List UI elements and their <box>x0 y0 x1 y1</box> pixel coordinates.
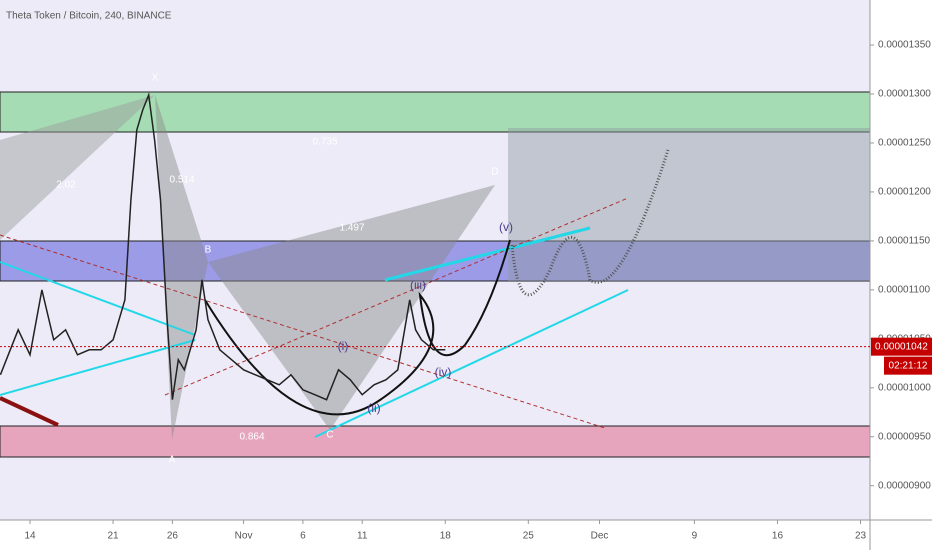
x-tick-label: 25 <box>523 531 535 542</box>
annotation: (iii) <box>410 278 426 292</box>
y-tick-label: 0.00000900 <box>878 480 931 491</box>
y-tick-label: 0.00001300 <box>878 89 931 100</box>
x-tick-label: Nov <box>235 531 253 542</box>
countdown-tag <box>884 356 932 375</box>
y-tick-label: 0.00001150 <box>878 236 931 247</box>
annotation: D <box>491 167 498 178</box>
annotation: (iv) <box>435 365 452 379</box>
pattern <box>0 95 155 240</box>
x-tick-label: 21 <box>108 531 120 542</box>
annotation: (v) <box>499 220 513 234</box>
price-line <box>0 92 446 401</box>
trendline <box>0 396 59 427</box>
pattern <box>208 185 495 430</box>
annotation: X <box>152 73 159 84</box>
target-box <box>508 128 870 281</box>
x-tick-label: 23 <box>855 531 867 542</box>
y-tick-label: 0.00001350 <box>878 40 931 51</box>
wave-curve <box>204 291 466 416</box>
annotation: 0.735 <box>312 137 337 148</box>
annotation: A <box>169 455 176 466</box>
countdown: 02:21:12 <box>889 360 928 371</box>
annotation: C <box>326 430 333 441</box>
x-tick-label: 6 <box>300 531 306 542</box>
annotation: 0.514 <box>169 175 194 186</box>
price-tag <box>871 337 932 356</box>
trendline <box>314 289 629 438</box>
x-tick-label: 18 <box>440 531 452 542</box>
y-tick-label: 0.00000950 <box>878 431 931 442</box>
y-tick-label: 0.00001000 <box>878 382 931 393</box>
trendline <box>384 226 591 282</box>
y-tick-label: 0.00001100 <box>878 285 931 296</box>
y-tick-label: 0.00001250 <box>878 138 931 149</box>
y-tick-label: 0.00001200 <box>878 187 931 198</box>
annotation: 1.497 <box>339 223 364 234</box>
annotation: (ii) <box>367 401 380 415</box>
annotation: 2.02 <box>56 180 76 191</box>
x-tick-label: 16 <box>772 531 784 542</box>
price-tag-label: 0.00001042 <box>875 341 928 352</box>
x-tick-label: Dec <box>591 531 609 542</box>
chart-title: Theta Token / Bitcoin, 240, BINANCE <box>6 11 172 22</box>
trendline <box>0 339 196 396</box>
trendline <box>0 261 196 336</box>
x-tick-label: 26 <box>167 531 179 542</box>
annotation: (i) <box>338 339 349 353</box>
annotation: 0.864 <box>239 432 264 443</box>
trendline <box>0 234 606 429</box>
red-zone <box>0 425 871 458</box>
annotation: B <box>205 245 212 256</box>
x-tick-label: 9 <box>692 531 698 542</box>
green-zone <box>0 91 871 133</box>
pattern <box>155 95 208 440</box>
x-tick-label: 14 <box>24 531 36 542</box>
x-tick-label: 11 <box>357 531 368 542</box>
projection <box>464 239 511 346</box>
